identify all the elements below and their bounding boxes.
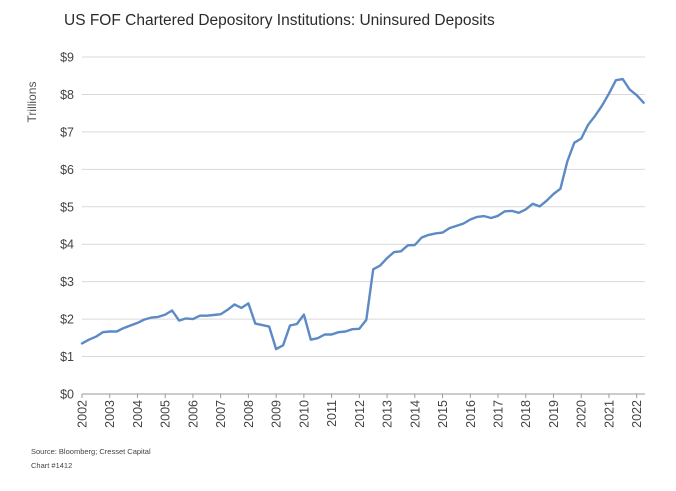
y-tick-label: $7 [60,125,74,139]
x-tick-label: 2006 [186,400,200,428]
x-tick-label: 2003 [103,400,117,428]
y-tick-label: $5 [60,200,74,214]
x-tick-label: 2007 [214,400,228,428]
x-tick-label: 2002 [76,400,90,428]
y-tick-label: $1 [60,350,74,364]
y-tick-label: $3 [60,275,74,289]
x-tick-label: 2011 [325,400,339,427]
y-tick-label: $4 [60,238,74,252]
y-tick-label: $0 [60,388,74,402]
x-tick-label: 2018 [519,400,533,428]
x-tick-label: 2005 [159,400,173,428]
x-tick-label: 2021 [602,400,616,428]
x-tick-label: 2010 [297,400,311,428]
x-tick-label: 2009 [270,400,284,428]
x-tick-label: 2014 [408,400,422,428]
series-line [80,77,645,351]
x-tick-label: 2016 [464,400,478,428]
x-tick-label: 2015 [436,400,450,428]
x-tick-label: 2017 [492,400,506,428]
x-tick-label: 2022 [630,400,644,428]
x-tick-label: 2020 [575,400,589,428]
source-note: Source: Bloomberg; Cresset Capital [31,447,151,456]
x-tick-label: 2012 [353,400,367,428]
y-tick-label: $6 [60,163,74,177]
y-tick-label: $9 [60,51,74,65]
x-tick-label: 2019 [547,400,561,428]
x-tick-label: 2008 [242,400,256,428]
x-tick-label: 2004 [131,400,145,428]
x-tick-label: 2013 [381,400,395,428]
y-tick-label: $8 [60,88,74,102]
chart-number: Chart #1412 [31,461,73,470]
y-tick-label: $2 [60,313,74,327]
chart-footer: Source: Bloomberg; Cresset Capital Chart… [31,445,151,473]
chart-title: US FOF Chartered Depository Institutions… [64,12,495,29]
